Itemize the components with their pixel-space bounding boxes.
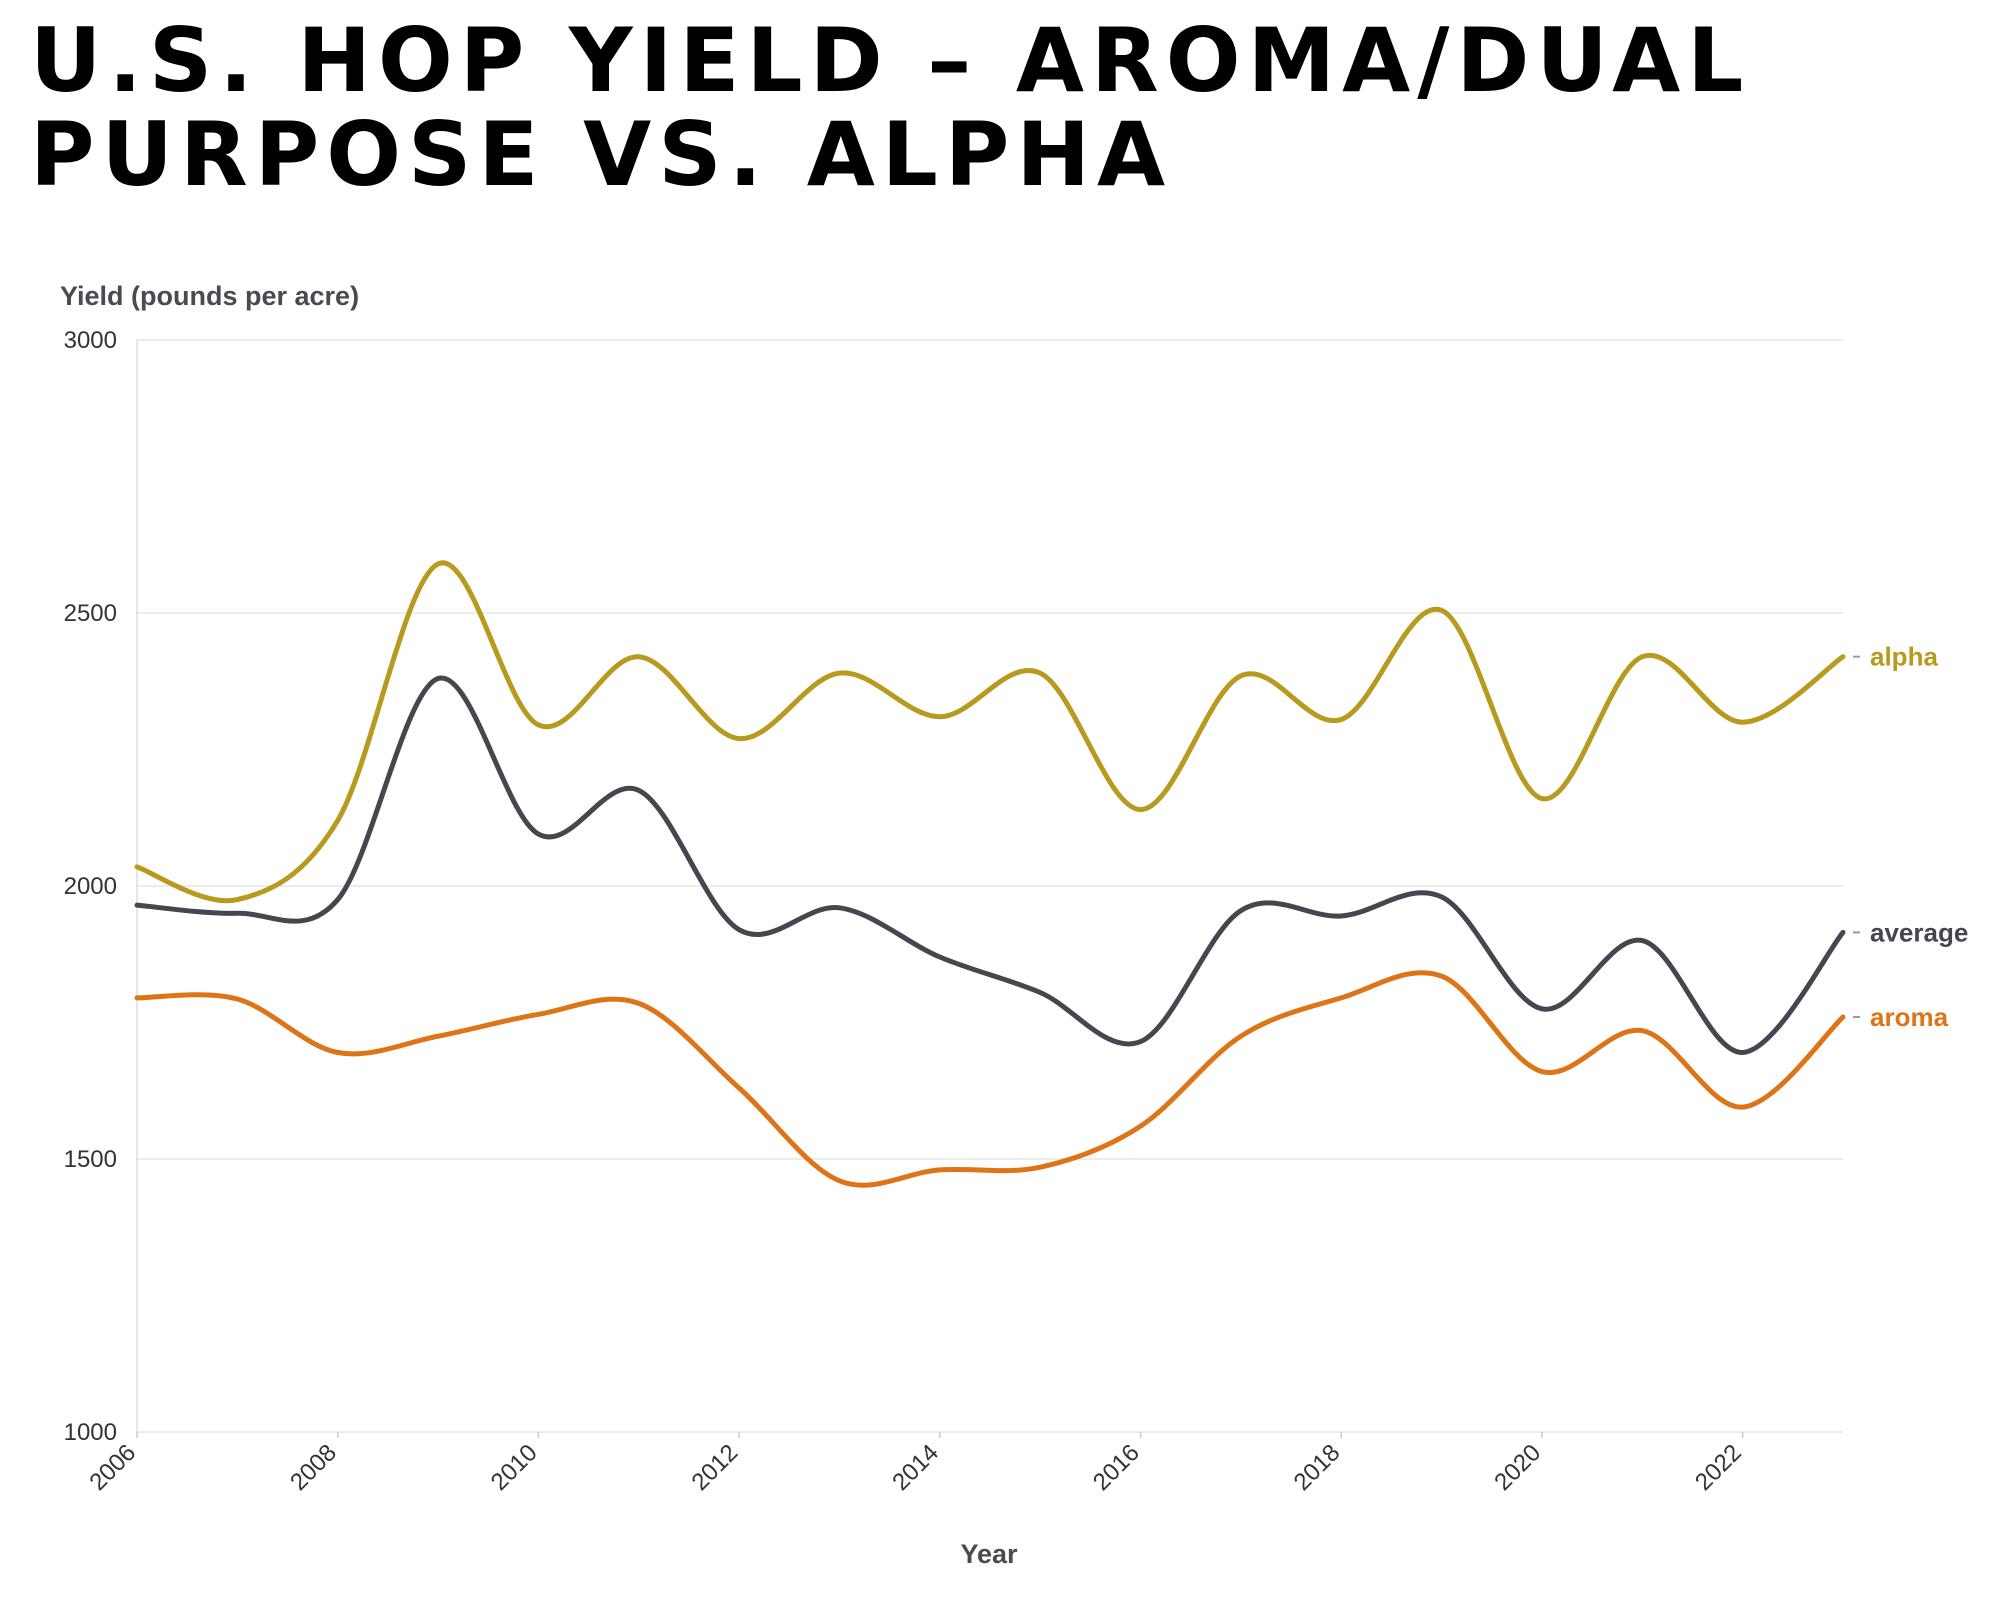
x-tick-label: 2016: [1088, 1439, 1145, 1496]
x-axis-title: Year: [960, 1539, 1018, 1569]
series-label-average: average: [1870, 917, 1968, 947]
x-tick-label: 2006: [84, 1439, 141, 1496]
y-tick-label: 2500: [64, 600, 117, 627]
x-tick-label: 2012: [687, 1439, 744, 1496]
chart-title: U.S. HOP YIELD – AROMA/DUAL PURPOSE VS. …: [30, 14, 1930, 202]
y-tick-label: 2000: [64, 873, 117, 900]
series-line-average: [134, 675, 1846, 1056]
series-line-aroma: [134, 970, 1846, 1188]
x-tick-label: 2020: [1489, 1439, 1546, 1496]
y-tick-label: 3000: [64, 327, 117, 354]
series-line-alpha: [134, 560, 1846, 904]
y-axis-title: Yield (pounds per acre): [60, 281, 359, 311]
chart-title-line-2: PURPOSE VS. ALPHA: [30, 103, 1173, 206]
chart-title-line-1: U.S. HOP YIELD – AROMA/DUAL: [30, 9, 1751, 112]
y-axis-ticks: 1000 1500 2000 2500 3000: [64, 327, 117, 1446]
y-tick-label: 1000: [64, 1419, 117, 1446]
x-tick-label: 2014: [887, 1439, 944, 1496]
y-tick-label: 1500: [64, 1146, 117, 1173]
x-tick-label: 2018: [1289, 1439, 1346, 1496]
series-lines: [134, 560, 1846, 1188]
gridlines: [137, 339, 1843, 1433]
series-label-alpha: alpha: [1870, 642, 1938, 672]
series-labels: alpha average aroma: [1853, 642, 1968, 1032]
x-tick-label: 2008: [285, 1439, 342, 1496]
x-tick-label: 2010: [486, 1439, 543, 1496]
x-axis-ticks: 2006 2008 2010 2012 2014 2016 2018 2020 2022: [84, 1432, 1747, 1496]
x-tick-label: 2022: [1690, 1439, 1747, 1496]
series-label-aroma: aroma: [1870, 1002, 1949, 1032]
